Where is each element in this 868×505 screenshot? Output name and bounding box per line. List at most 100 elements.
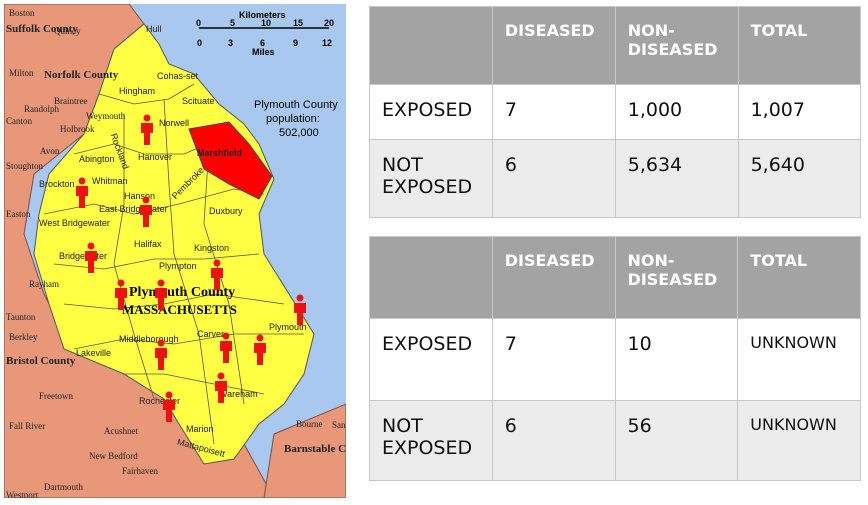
neighbor-label: Dartmouth bbox=[44, 482, 83, 492]
table-row: NOT EXPOSED 6 5,634 5,640 bbox=[369, 139, 862, 218]
header-cell: DISEASED bbox=[491, 6, 616, 85]
marshfield-region bbox=[188, 121, 273, 200]
person-figure-icon bbox=[141, 114, 153, 145]
person-figure-icon bbox=[211, 259, 223, 290]
neighbor-label: Westport bbox=[6, 490, 39, 498]
neighbor-label: Milton bbox=[9, 68, 34, 78]
neighbor-label: Fall River bbox=[9, 421, 45, 431]
case-figures bbox=[76, 114, 306, 422]
header-cell: DISEASED bbox=[491, 236, 616, 319]
person-figure-icon bbox=[155, 279, 167, 310]
neighbor-labels: Boston Suffolk County Quincy Norfolk Cou… bbox=[6, 8, 346, 498]
neighbor-label: Bristol County bbox=[6, 355, 76, 367]
table-cell: UNKNOWN bbox=[737, 400, 861, 481]
map-scale-bar: Kilometers 0 5 10 15 20 0 3 6 9 12 Miles bbox=[196, 10, 334, 57]
table-cell: 56 bbox=[614, 400, 739, 481]
km-tick: 5 bbox=[230, 18, 235, 28]
person-figure-icon bbox=[155, 339, 167, 370]
town-label: Rochester bbox=[139, 396, 180, 406]
header-cell: NON- DISEASED bbox=[614, 6, 739, 85]
town-label: Cohas-set bbox=[157, 71, 199, 81]
neighbor-label: Taunton bbox=[6, 312, 36, 322]
table-cell: 7 bbox=[491, 318, 616, 401]
header-cell: TOTAL bbox=[737, 236, 861, 319]
table-header-row: DISEASED NON- DISEASED TOTAL bbox=[369, 6, 862, 85]
neighbor-label: Boston bbox=[9, 8, 35, 18]
population-label-3: 502,000 bbox=[279, 127, 319, 139]
barnstable-land bbox=[263, 403, 346, 498]
scale-title: Kilometers bbox=[239, 10, 286, 20]
table-row: EXPOSED 7 1,000 1,007 bbox=[369, 84, 862, 140]
table-header-row: DISEASED NON- DISEASED TOTAL bbox=[369, 236, 861, 319]
table-cell: 1,007 bbox=[737, 84, 862, 140]
neighbor-label: Braintree bbox=[54, 96, 87, 106]
neighbor-label: Avon bbox=[40, 146, 60, 156]
town-label: West Bridgewater bbox=[39, 218, 110, 228]
person-figure-icon bbox=[76, 177, 88, 208]
town-label: Plympton bbox=[159, 261, 197, 271]
header-cell: TOTAL bbox=[737, 6, 862, 85]
table-row: EXPOSED 7 10 UNKNOWN bbox=[369, 318, 861, 401]
table-cell: 1,000 bbox=[614, 84, 739, 140]
town-label: Hanson bbox=[124, 191, 155, 201]
person-figure-icon bbox=[85, 242, 97, 273]
mi-tick: 3 bbox=[228, 38, 233, 48]
row-label: NOT EXPOSED bbox=[369, 139, 493, 218]
person-figure-icon bbox=[254, 334, 266, 365]
town-label: Hingham bbox=[119, 86, 155, 96]
table-cell: 6 bbox=[491, 139, 616, 218]
town-label: Abington bbox=[79, 154, 115, 164]
header-cell bbox=[369, 6, 493, 85]
town-label: Scituate bbox=[182, 96, 215, 106]
header-cell: NON- DISEASED bbox=[614, 236, 739, 319]
neighbor-label: Sand bbox=[332, 420, 346, 430]
neighbor-label: Acushnet bbox=[104, 426, 138, 436]
person-figure-icon bbox=[294, 294, 306, 325]
population-label-1: Plymouth County bbox=[254, 99, 338, 111]
neighbor-label: Holbrook bbox=[60, 124, 95, 134]
km-tick: 10 bbox=[261, 18, 271, 28]
town-label: Middleborough bbox=[119, 334, 179, 344]
person-figure-icon bbox=[163, 391, 175, 422]
town-label: Whitman bbox=[92, 176, 128, 186]
neighbor-label: Barnstable County bbox=[284, 443, 346, 455]
table-cell: UNKNOWN bbox=[737, 318, 861, 401]
table-row: NOT EXPOSED 6 56 UNKNOWN bbox=[369, 400, 861, 481]
person-figure-icon bbox=[215, 372, 227, 403]
town-label: Carver bbox=[197, 329, 224, 339]
town-label: Duxbury bbox=[209, 206, 243, 216]
town-label: Halifax bbox=[134, 239, 162, 249]
mi-tick: 9 bbox=[293, 38, 298, 48]
town-label: Norwell bbox=[159, 118, 189, 128]
neighbor-label: Weymouth bbox=[86, 111, 126, 121]
town-label: Wareham bbox=[219, 389, 258, 399]
town-label: Hull bbox=[146, 24, 162, 34]
table-cell: 6 bbox=[491, 400, 616, 481]
plymouth-county-map: Kilometers 0 5 10 15 20 0 3 6 9 12 Miles… bbox=[4, 4, 346, 498]
neighbor-label: Suffolk County bbox=[6, 23, 78, 35]
town-label: Lakeville bbox=[76, 348, 111, 358]
neighbor-label: Quincy bbox=[54, 26, 81, 36]
neighbor-label: Bourne bbox=[296, 419, 323, 429]
person-figure-icon bbox=[140, 196, 152, 227]
town-label: Marshfield bbox=[197, 148, 242, 158]
town-labels: Hull Hingham Cohas-set Scituate Norwell … bbox=[39, 24, 307, 459]
neighbor-label: New Bedford bbox=[89, 451, 138, 461]
neighbor-label: Norfolk County bbox=[44, 69, 119, 81]
town-label: East Bridgewater bbox=[99, 204, 168, 214]
neighbor-label: Randolph bbox=[24, 104, 59, 114]
scale-unit: Miles bbox=[252, 47, 275, 57]
neighbor-label: Fairhaven bbox=[122, 466, 158, 476]
town-label: Brockton bbox=[39, 179, 75, 189]
neighbor-label: Easton bbox=[6, 209, 31, 219]
km-tick: 20 bbox=[324, 18, 334, 28]
neighbor-label: Rayham bbox=[29, 279, 59, 289]
person-figure-icon bbox=[220, 332, 232, 363]
plymouth-county-area bbox=[33, 23, 315, 465]
contingency-table-2: DISEASED NON- DISEASED TOTAL EXPOSED 7 1… bbox=[369, 236, 861, 481]
person-figure-icon bbox=[115, 279, 127, 310]
town-label: Marion bbox=[186, 424, 214, 434]
state-title: MASSACHUSETTS bbox=[122, 302, 237, 317]
town-label: Plymouth bbox=[269, 322, 307, 332]
town-label: Kingston bbox=[194, 243, 229, 253]
